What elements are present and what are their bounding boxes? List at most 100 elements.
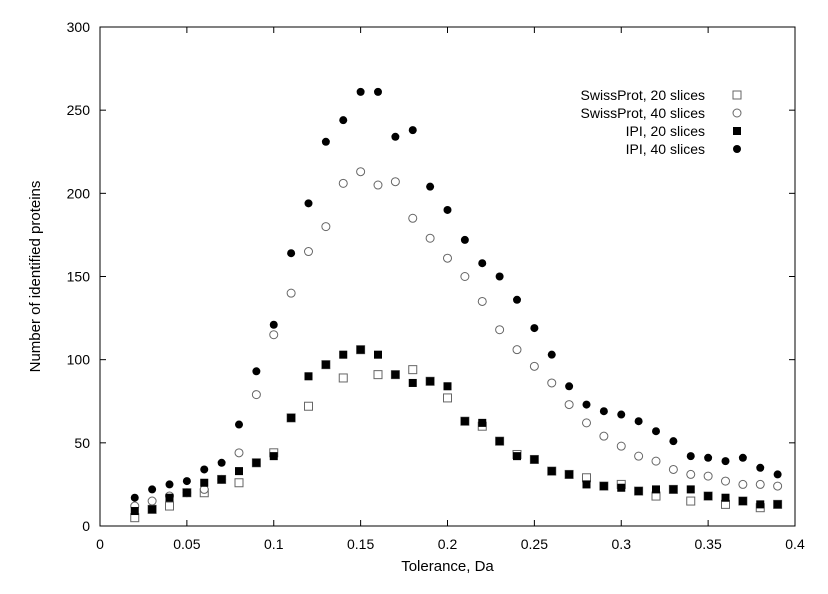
data-point — [477, 296, 487, 306]
data-point — [686, 485, 695, 494]
data-point — [686, 452, 695, 461]
data-point — [565, 470, 574, 479]
legend-label: IPI, 40 slices — [626, 141, 705, 157]
legend-label: SwissProt, 40 slices — [581, 105, 705, 121]
data-point — [721, 493, 730, 502]
data-point — [200, 465, 209, 474]
data-point — [269, 320, 278, 329]
data-point — [478, 418, 487, 427]
data-point — [182, 477, 191, 486]
data-point — [304, 247, 313, 257]
x-tick-label: 0.3 — [612, 536, 632, 552]
data-point — [773, 470, 782, 479]
data-point — [686, 496, 696, 506]
data-point — [390, 177, 400, 187]
y-axis-ticks: 0 50 100 150 200 250 300 — [67, 19, 795, 534]
data-point — [338, 373, 348, 383]
data-point — [616, 441, 626, 451]
data-point — [530, 455, 539, 464]
data-point — [321, 222, 331, 232]
data-point — [374, 350, 382, 359]
data-point — [582, 400, 591, 409]
data-points — [130, 87, 783, 523]
data-point — [582, 480, 591, 489]
data-point — [547, 350, 556, 359]
data-point — [512, 345, 522, 355]
data-point — [165, 480, 174, 489]
data-point — [703, 471, 713, 481]
y-tick-label: 50 — [74, 435, 90, 451]
data-point — [756, 500, 765, 509]
data-point — [287, 249, 296, 258]
data-point — [287, 413, 296, 422]
data-point — [408, 126, 417, 135]
data-point — [165, 493, 174, 502]
data-point — [669, 485, 678, 494]
data-point — [356, 167, 366, 177]
y-tick-label: 250 — [67, 102, 91, 118]
data-point — [513, 452, 521, 461]
data-point — [321, 360, 330, 369]
data-point — [338, 178, 348, 188]
data-point — [269, 330, 279, 340]
legend-label: IPI, 20 slices — [626, 123, 705, 139]
data-point — [165, 501, 174, 511]
legend-marker — [733, 127, 741, 135]
data-point — [251, 390, 261, 400]
series-4 — [130, 87, 782, 502]
legend: SwissProt, 20 slices SwissProt, 40 slices… — [581, 87, 742, 157]
data-point — [304, 401, 313, 411]
data-point — [391, 370, 400, 379]
plot-frame — [99, 26, 796, 527]
series-3 — [130, 345, 782, 516]
data-point — [200, 478, 209, 487]
data-point — [269, 452, 278, 461]
data-point — [304, 372, 313, 381]
data-point — [217, 458, 226, 467]
data-point — [426, 377, 435, 386]
data-point — [148, 505, 157, 514]
x-tick-label: 0.2 — [438, 536, 458, 552]
data-point — [599, 482, 608, 491]
x-tick-label: 0 — [96, 536, 104, 552]
x-tick-label: 0.35 — [695, 536, 722, 552]
data-point — [408, 213, 418, 223]
data-point — [617, 410, 626, 419]
data-point — [234, 448, 244, 458]
data-point — [565, 382, 574, 391]
data-point — [234, 478, 244, 488]
data-point — [443, 205, 452, 214]
data-point — [321, 137, 330, 146]
data-point — [460, 272, 470, 281]
data-point — [755, 479, 765, 489]
data-point — [686, 469, 696, 479]
data-point — [668, 464, 678, 474]
data-point — [373, 370, 383, 380]
legend-marker — [733, 145, 741, 153]
data-point — [704, 453, 713, 462]
data-point — [460, 417, 469, 426]
data-point — [530, 324, 539, 333]
data-point — [408, 365, 418, 375]
data-point — [773, 500, 782, 509]
data-point — [443, 393, 452, 403]
data-point — [286, 288, 296, 298]
data-point — [738, 479, 748, 489]
data-point — [704, 492, 713, 501]
legend-label: SwissProt, 20 slices — [581, 87, 705, 103]
data-point — [252, 367, 261, 376]
data-point — [391, 132, 400, 141]
data-point — [599, 431, 609, 441]
y-tick-label: 0 — [82, 518, 90, 534]
y-tick-label: 200 — [67, 185, 91, 201]
data-point — [443, 382, 452, 391]
data-point — [738, 497, 747, 506]
data-point — [235, 467, 243, 476]
legend-marker — [732, 108, 742, 118]
data-point — [652, 485, 660, 494]
data-point — [304, 199, 313, 208]
data-point — [495, 272, 504, 281]
x-tick-label: 0.15 — [347, 536, 374, 552]
data-point — [513, 295, 521, 304]
